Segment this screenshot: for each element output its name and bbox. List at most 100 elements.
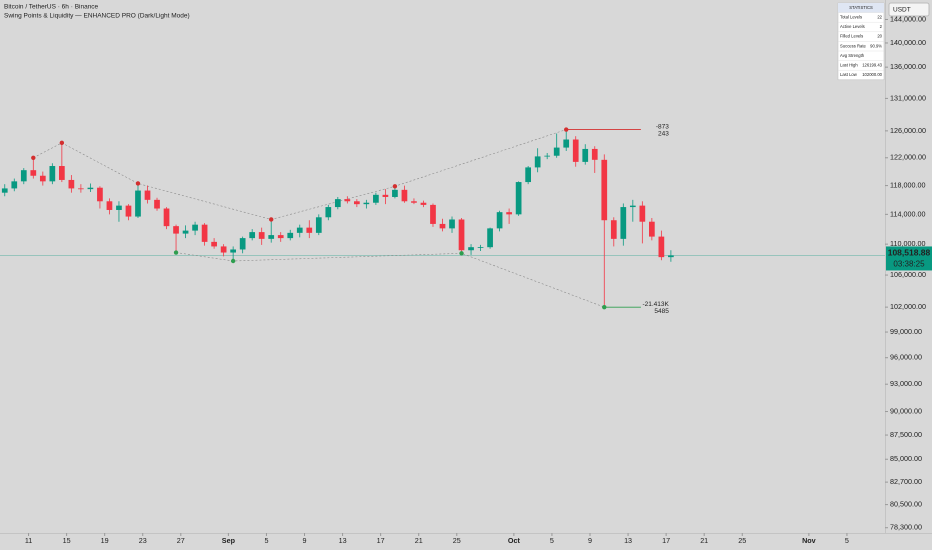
- y-tick-label: 140,000.00: [890, 38, 926, 47]
- y-tick-label: 90,000.00: [890, 406, 922, 415]
- x-tick-label: 15: [63, 536, 71, 545]
- stats-label: Active Levels: [840, 24, 865, 29]
- x-tick-label: 5: [550, 536, 554, 545]
- candle-body: [68, 179, 75, 189]
- chart-subtitle: Swing Points & Liquidity — ENHANCED PRO …: [4, 13, 190, 20]
- stats-header: [838, 3, 884, 13]
- stats-value: 90.9%: [870, 43, 882, 48]
- candle-body: [496, 212, 503, 229]
- candle-body: [39, 175, 46, 182]
- candle-body: [449, 219, 455, 229]
- x-tick-label: 5: [845, 536, 849, 545]
- stats-value: 20: [877, 34, 882, 39]
- x-tick-label: 25: [738, 536, 746, 545]
- swing-marker: [230, 258, 236, 264]
- candle-body: [401, 189, 408, 202]
- candle-body: [182, 230, 189, 234]
- y-tick-label: 93,000.00: [890, 379, 922, 388]
- x-tick-label: 11: [25, 536, 32, 545]
- candle-body: [59, 166, 65, 180]
- candle-body: [258, 232, 265, 239]
- candle-body: [306, 227, 313, 233]
- y-tick-label: 114,000.00: [890, 209, 925, 218]
- y-tick-label: 106,000.00: [890, 270, 926, 279]
- candle-body: [325, 207, 332, 218]
- candle-body: [610, 220, 617, 239]
- candle-body: [135, 190, 141, 217]
- x-tick-label: Sep: [222, 536, 236, 545]
- candle-body: [154, 199, 160, 209]
- stats-label: Total Levels: [840, 15, 862, 20]
- candle-body: [268, 235, 275, 239]
- level-label: 243: [658, 130, 669, 137]
- candle-body: [601, 159, 608, 221]
- swing-marker: [392, 184, 398, 189]
- y-tick-label: 131,000.00: [890, 93, 926, 102]
- swing-marker: [459, 251, 464, 256]
- level-label: 5485: [654, 308, 669, 315]
- candle-body: [277, 235, 284, 239]
- candle-body: [658, 236, 665, 258]
- stats-label: Last Low: [840, 72, 858, 77]
- candle-body: [11, 181, 18, 189]
- candle-body: [116, 205, 122, 210]
- candle-body: [668, 255, 674, 258]
- candle-body: [211, 241, 217, 247]
- candle-body: [382, 194, 389, 197]
- stats-label: Success Rate: [840, 43, 867, 48]
- candle-body: [629, 205, 636, 208]
- candle-body: [525, 167, 531, 183]
- candle-body: [420, 202, 427, 205]
- swing-marker: [173, 250, 179, 255]
- stats-title: STATISTICS: [849, 5, 873, 10]
- y-tick-label: 126,000.00: [890, 126, 926, 135]
- candle-body: [78, 188, 84, 190]
- x-tick-label: 5: [264, 536, 268, 545]
- y-tick-label: 136,000.00: [890, 62, 926, 71]
- y-tick-label: 110,000.00: [890, 239, 925, 248]
- candle-body: [30, 170, 37, 176]
- price-tag: [886, 246, 932, 271]
- currency-box[interactable]: [888, 2, 930, 17]
- candle-body: [392, 189, 398, 197]
- candle-body: [620, 207, 627, 239]
- swing-marker: [269, 217, 274, 222]
- candle-body: [373, 194, 379, 203]
- candle-body: [591, 148, 598, 160]
- candle-body: [315, 217, 322, 233]
- candle-body: [458, 219, 465, 251]
- y-tick-label: 102,000.00: [890, 302, 926, 311]
- candle-body: [553, 147, 560, 156]
- candle-body: [173, 226, 179, 234]
- candle-body: [20, 170, 27, 182]
- y-tick-label: 99,000.00: [890, 327, 922, 336]
- y-tick-label: 78,300.00: [890, 523, 922, 532]
- candle-body: [563, 139, 570, 148]
- candle-body: [649, 221, 655, 237]
- y-tick-label: 80,500.00: [890, 500, 922, 509]
- swing-marker: [135, 181, 141, 186]
- candle-body: [49, 166, 56, 182]
- x-tick-label: 21: [700, 536, 708, 545]
- stats-label: Avg Strength: [840, 53, 865, 58]
- candle-body: [97, 187, 103, 202]
- swing-marker: [59, 140, 65, 146]
- candle-body: [487, 228, 493, 248]
- candle-body: [430, 204, 436, 224]
- candle-body: [582, 148, 589, 162]
- x-tick-label: 19: [101, 536, 109, 545]
- y-tick-label: 87,500.00: [890, 430, 922, 439]
- x-tick-label: 17: [662, 536, 670, 545]
- x-tick-label: 13: [624, 536, 632, 545]
- x-tick-label: 21: [415, 536, 423, 545]
- candle-body: [125, 205, 132, 217]
- currency: USDT: [893, 7, 911, 14]
- candle-body: [192, 224, 198, 231]
- price-tag-value: 108,518.88: [888, 248, 931, 258]
- candle-body: [515, 182, 522, 215]
- chart-title: Bitcoin / TetherUS · 6h · Binance: [4, 4, 99, 11]
- candle-body: [354, 201, 360, 205]
- candle-body: [106, 201, 113, 210]
- x-tick-label: Nov: [802, 536, 816, 545]
- candle-body: [544, 155, 551, 157]
